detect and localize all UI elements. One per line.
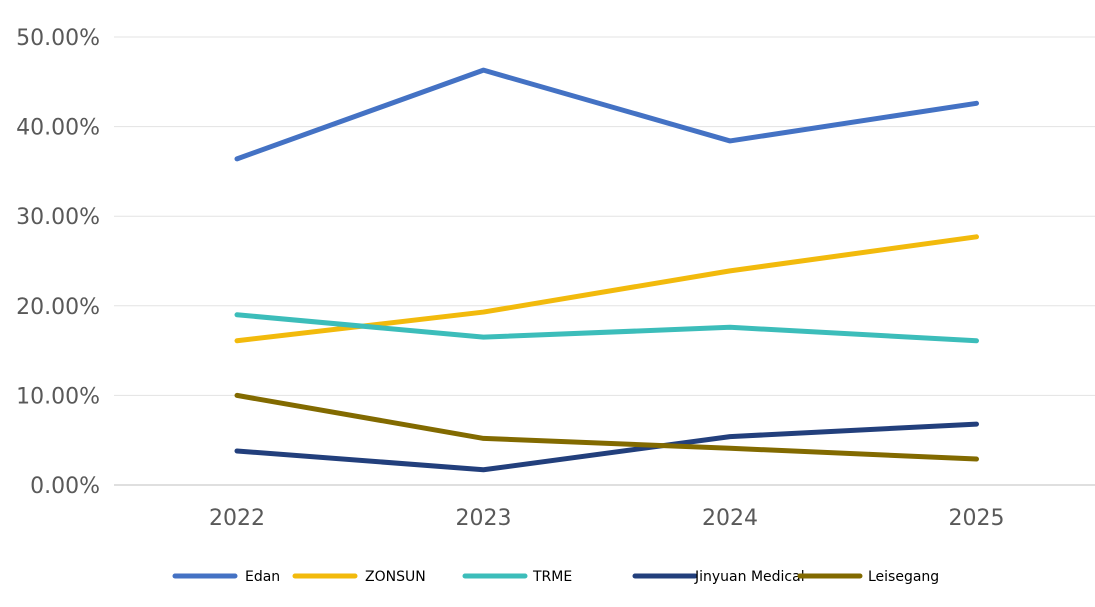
x-tick-label: 2023 [456,506,512,531]
legend-item: ZONSUN [292,569,426,585]
y-tick-label: 20.00% [16,295,100,320]
legend-item: TRME [462,569,572,585]
legend-item: Jinyuan Medical [632,569,805,585]
legend-label: TRME [532,569,572,585]
y-tick-label: 10.00% [16,384,100,409]
legend-label: Leisegang [868,569,939,585]
series-line-edan [234,67,979,162]
legend-label: Edan [245,569,280,585]
y-tick-label: 40.00% [16,116,100,141]
y-tick-label: 50.00% [16,26,100,51]
y-tick-label: 30.00% [16,205,100,230]
y-tick-label: 0.00% [30,474,100,499]
x-tick-label: 2024 [702,506,758,531]
x-tick-label: 2022 [209,506,265,531]
series-line-jinyuan-medical [234,421,979,473]
legend-item: Edan [172,569,280,585]
x-tick-label: 2025 [949,506,1005,531]
legend-item: Leisegang [797,569,939,585]
legend-label: Jinyuan Medical [694,569,805,585]
series-line-trme [234,312,979,344]
series-line-leisegang [234,392,979,462]
legend-label: ZONSUN [365,569,426,585]
